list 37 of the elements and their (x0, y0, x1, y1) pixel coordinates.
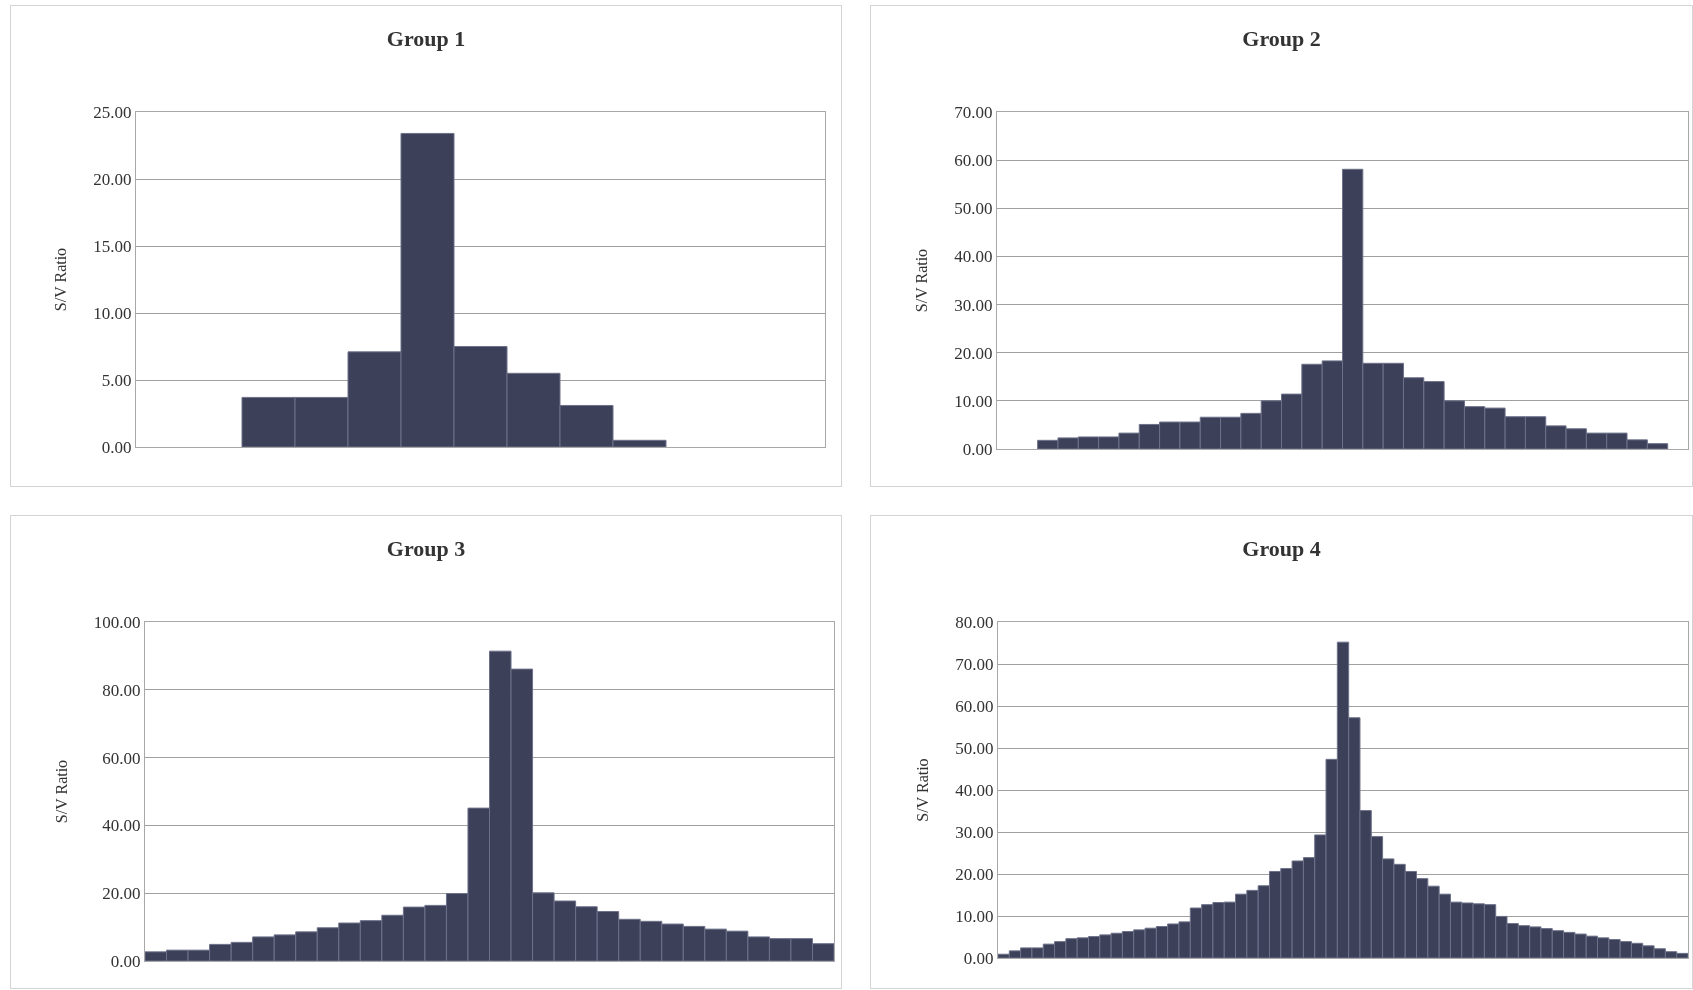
y-tick-label: 20.00 (954, 343, 993, 363)
y-tick-label: 60.00 (954, 151, 993, 171)
y-tick-label: 50.00 (955, 738, 994, 758)
y-tick-label: 5.00 (101, 370, 132, 390)
y-tick-label: 40.00 (954, 247, 993, 267)
chart-title: Group 2 (1242, 25, 1321, 51)
y-tick-label: 50.00 (954, 199, 993, 219)
chart-title: Group 4 (1242, 535, 1321, 561)
y-tick-label: 30.00 (955, 822, 994, 842)
y-tick-label: 20.00 (93, 169, 132, 189)
chart-title: Group 3 (386, 535, 466, 561)
y-tick-label: 40.00 (955, 780, 994, 800)
y-axis-title: S/V Ratio (52, 247, 70, 312)
y-tick-label: 70.00 (955, 654, 994, 674)
y-tick-label: 0.00 (110, 951, 141, 971)
y-tick-label: 20.00 (955, 864, 994, 884)
y-tick-label: 60.00 (955, 696, 994, 716)
y-tick-label: 10.00 (954, 391, 993, 411)
y-tick-label: 0.00 (963, 948, 994, 968)
y-tick-label: 0.00 (962, 439, 993, 459)
y-tick-label: 30.00 (954, 295, 993, 315)
y-axis-title: S/V Ratio (52, 759, 70, 824)
y-tick-label: 70.00 (954, 102, 993, 122)
y-tick-label: 40.00 (102, 816, 141, 836)
y-axis-title: S/V Ratio (913, 248, 931, 313)
y-tick-label: 0.00 (101, 437, 132, 457)
chart-title: Group 1 (386, 25, 466, 51)
y-tick-label: 80.00 (955, 612, 994, 632)
y-tick-label: 100.00 (93, 612, 141, 632)
y-tick-label: 80.00 (102, 680, 141, 700)
y-tick-label: 25.00 (93, 102, 132, 122)
y-axis-title: S/V Ratio (914, 758, 932, 822)
y-tick-label: 10.00 (955, 906, 994, 926)
y-tick-label: 15.00 (93, 236, 132, 256)
y-tick-label: 60.00 (102, 748, 141, 768)
y-tick-label: 20.00 (102, 884, 141, 904)
y-tick-label: 10.00 (93, 303, 132, 323)
